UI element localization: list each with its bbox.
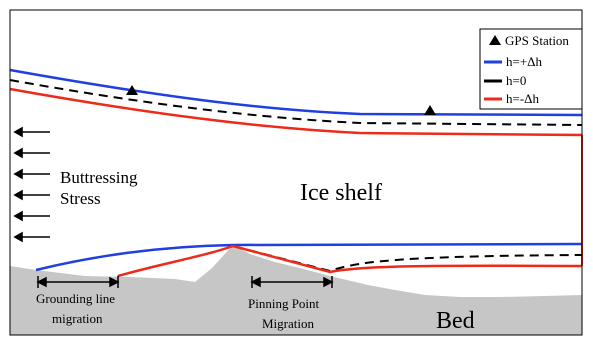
bed-label: Bed	[436, 308, 475, 334]
gps-station-triangle-right	[424, 105, 436, 115]
upper-surface-plus	[9, 68, 583, 117]
ice-shelf-label: Ice shelf	[300, 180, 382, 206]
legend-label-zero: h=0	[506, 73, 526, 88]
legend-gps-station-label: GPS Station	[505, 33, 569, 48]
gps-station-triangle-left	[126, 85, 138, 95]
legend-gps-station-icon	[489, 35, 501, 45]
legend-label-plus: h=+Δh	[506, 54, 543, 69]
buttressing-label-line2: Stress	[60, 189, 101, 208]
pinning-point-dimension	[250, 276, 334, 288]
bed-terrain	[10, 245, 582, 335]
grounding-line-label-line2: migration	[52, 311, 103, 326]
buttressing-label-line1: Buttressing	[60, 168, 138, 187]
grounding-line-dimension	[36, 276, 120, 288]
pinning-point-label-line2: Migration	[262, 316, 314, 331]
pinning-point-label-line1: Pinning Point	[248, 296, 320, 311]
buttressing-arrows	[13, 126, 50, 243]
upper-surface-zero	[9, 79, 583, 126]
lower-surface-plus	[35, 242, 583, 272]
grounding-line-label-line1: Grounding line	[36, 291, 115, 306]
upper-surface-minus	[9, 87, 583, 137]
lower-surface-minus	[117, 244, 583, 278]
legend-label-minus: h=-Δh	[506, 91, 540, 106]
diagram-frame	[9, 9, 583, 336]
legend: GPS Station h=+Δh h=0 h=-Δh	[479, 28, 583, 110]
